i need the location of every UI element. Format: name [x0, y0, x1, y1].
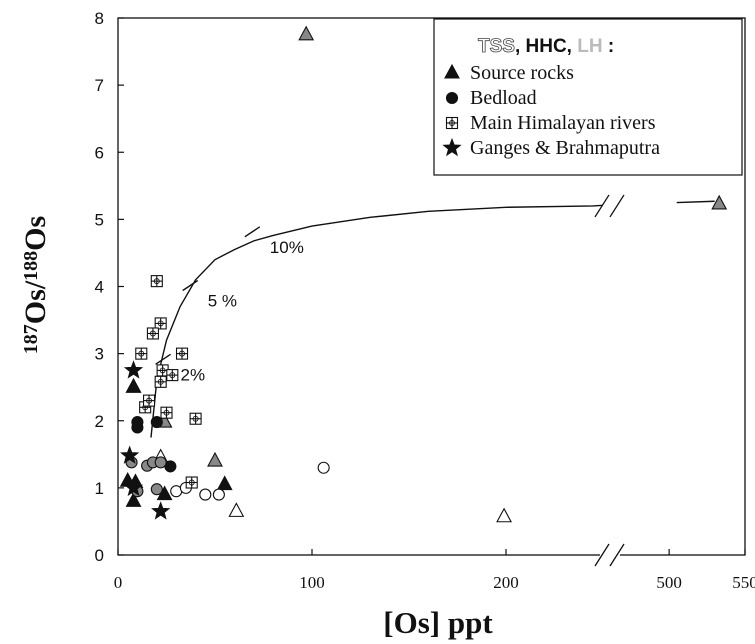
data-point-cross-square [146, 327, 159, 340]
marker-ring [163, 409, 170, 416]
curve-percent-label: 10% [270, 238, 304, 257]
data-point-cross-square [160, 406, 173, 419]
legend-marker-circle [445, 91, 459, 105]
curve-percent-label: 5 % [208, 292, 237, 311]
marker-ring [146, 397, 152, 404]
curve-break-gap [601, 191, 619, 220]
y-axis-label: 187Os/188Os [19, 216, 52, 354]
marker-ring [192, 415, 199, 422]
y-tick-label: 4 [95, 278, 104, 297]
marker-ring [179, 350, 185, 357]
y-tick-label: 2 [95, 412, 104, 431]
data-point-cross-square [166, 369, 179, 382]
mixing-curve [150, 204, 604, 438]
data-point-star [151, 501, 171, 520]
y-tick-label: 3 [95, 345, 104, 364]
marker-ring [157, 378, 164, 385]
axis-break [594, 191, 625, 569]
y-tick-label: 6 [95, 143, 104, 162]
x-tick-label: 200 [493, 573, 519, 592]
data-point-circle [131, 416, 144, 429]
x-tick-label: 500 [656, 573, 682, 592]
legend-marker-star [442, 137, 462, 157]
x-tick-label: 0 [114, 573, 123, 592]
axis-break-mark-left [594, 543, 610, 567]
x-tick-label: 100 [299, 573, 325, 592]
x-tick-label: 550 [732, 573, 755, 592]
axis-break-mark-right [609, 543, 625, 567]
legend-box [433, 18, 743, 176]
data-point-circle [150, 416, 163, 429]
legend-label: Main Himalayan rivers [470, 112, 656, 134]
data-point-triangle [298, 25, 315, 41]
data-point-cross-square [154, 317, 167, 330]
data-point-triangle [125, 492, 142, 507]
legend: TSS, HHC, LH : Source rocks Bedload Main Hi… [433, 18, 743, 176]
data-point-cross-square [142, 394, 156, 407]
y-tick-label: 7 [95, 76, 104, 95]
legend-label: Ganges & Brahmaputra [470, 137, 660, 159]
data-point-cross-square [185, 476, 198, 489]
data-point-triangle [207, 451, 223, 467]
curve-percent-tick [182, 279, 199, 292]
x-axis-label: [Os] ppt [383, 605, 493, 640]
y-tick-label: 8 [95, 9, 104, 28]
data-points [119, 25, 728, 523]
data-point-star [123, 360, 144, 379]
mixing-curve-right [676, 200, 715, 204]
curve-percent-tick [155, 353, 171, 365]
data-point-cross-square [135, 347, 148, 360]
marker-ring [159, 367, 166, 374]
marker-ring [157, 320, 164, 327]
marker-ring [149, 330, 156, 337]
data-point-cross-square [189, 412, 202, 425]
data-point-triangle [496, 507, 512, 523]
data-point-cross-square [175, 347, 189, 360]
curve-percent-tick [244, 226, 261, 238]
data-point-triangle [216, 475, 233, 491]
data-point-star [123, 477, 144, 497]
legend-marker-cross-square [445, 116, 459, 130]
marker-ring [138, 350, 145, 357]
axes: 0 1 2 3 4 5 6 7 8 0 100 200 500 550 [95, 9, 755, 592]
marker-ring [449, 120, 455, 126]
marker-ring [169, 372, 176, 379]
data-point-star [120, 445, 140, 464]
data-point-triangle [125, 378, 142, 393]
data-point-circle [150, 483, 163, 496]
y-tick-label: 1 [95, 479, 104, 498]
axis-break-gap [600, 541, 620, 569]
data-point-circle [212, 488, 225, 501]
marker-ring [153, 278, 160, 285]
data-point-cross-square [154, 375, 167, 388]
data-point-circle [154, 456, 167, 469]
y-tick-label: 0 [95, 546, 104, 565]
data-point-circle [317, 461, 330, 474]
data-point-triangle [228, 502, 245, 517]
data-point-circle [199, 488, 212, 501]
curve-percent-label: 2% [181, 365, 206, 384]
data-point-triangle [711, 194, 728, 210]
data-point-cross-square [150, 275, 163, 288]
curve-break-mark-right [609, 194, 625, 218]
legend-label: Bedload [470, 87, 537, 109]
legend-marker-triangle [444, 63, 460, 79]
marker-ring [188, 479, 195, 486]
legend-title: TSS, HHC, LH : [478, 36, 614, 57]
y-tick-label: 5 [95, 210, 104, 229]
mixing-curve-group: 2% 5 % 10% [150, 200, 715, 438]
legend-label: Source rocks [470, 62, 574, 84]
